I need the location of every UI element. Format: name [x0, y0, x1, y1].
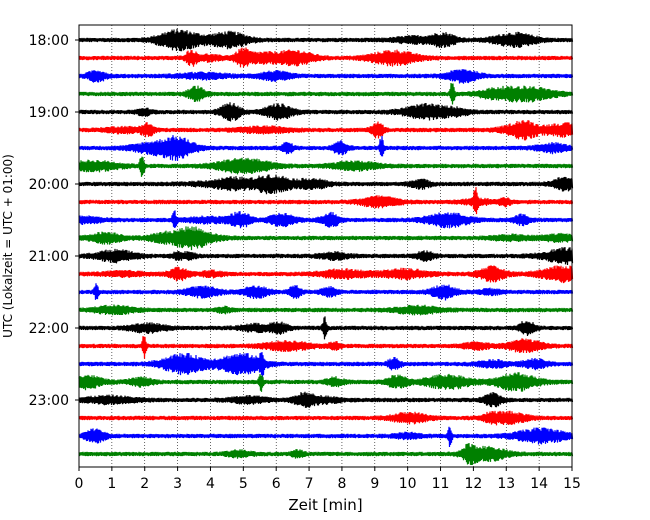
trace-2045 — [78, 226, 574, 251]
trace-2000 — [78, 174, 574, 195]
trace-2200 — [78, 316, 574, 340]
y-tick-label: 22:00 — [29, 321, 69, 337]
plot-frame — [78, 24, 573, 468]
trace-2115 — [78, 265, 574, 284]
trace-2145 — [78, 304, 574, 316]
trace-1845 — [78, 82, 574, 105]
trace-2100 — [78, 247, 574, 266]
trace-1830 — [78, 69, 574, 84]
seismogram-traces — [78, 28, 574, 466]
x-tick-label: 9 — [370, 476, 379, 492]
y-tick-label: 19:00 — [29, 105, 69, 121]
x-tick-label: 13 — [497, 476, 515, 492]
x-tick-label: 5 — [239, 476, 248, 492]
x-tick-label: 2 — [140, 476, 149, 492]
y-tick-label: 23:00 — [29, 393, 69, 409]
x-tick-label: 12 — [464, 476, 482, 492]
trace-1915 — [78, 120, 574, 141]
trace-2245 — [78, 372, 574, 392]
trace-2330 — [78, 426, 574, 448]
trace-2030 — [78, 210, 574, 229]
x-tick-label: 3 — [173, 476, 182, 492]
x-axis-label: Zeit [min] — [288, 496, 362, 514]
trace-2130 — [78, 283, 574, 301]
y-tick-label: 18:00 — [29, 33, 69, 49]
trace-2345 — [78, 442, 574, 466]
x-tick-label: 7 — [305, 476, 314, 492]
trace-2315 — [78, 410, 574, 426]
x-tick-label: 11 — [432, 476, 450, 492]
trace-1930 — [78, 135, 574, 161]
x-tick-label: 10 — [399, 476, 417, 492]
y-axis-label: UTC (Lokalzeit = UTC + 01:00) — [1, 154, 15, 338]
trace-2230 — [78, 352, 574, 378]
x-tick-label: 14 — [530, 476, 548, 492]
trace-2215 — [78, 336, 574, 359]
x-tick-label: 8 — [337, 476, 346, 492]
trace-1900 — [78, 102, 574, 122]
x-tick-label: 15 — [563, 476, 581, 492]
y-tick-label: 20:00 — [29, 177, 69, 193]
trace-2300 — [78, 391, 574, 408]
y-axis-ticks: 18:00 19:00 20:00 21:00 22:00 23:00 — [29, 33, 79, 409]
trace-1945 — [78, 156, 574, 177]
x-tick-label: 1 — [107, 476, 116, 492]
trace-1815 — [78, 47, 574, 68]
x-tick-label: 6 — [272, 476, 281, 492]
x-axis-ticks: 0 1 2 3 4 5 6 7 8 9 10 11 12 13 14 15 — [75, 467, 581, 492]
trace-1800 — [78, 28, 574, 52]
trace-2015 — [78, 187, 574, 215]
x-tick-label: 0 — [75, 476, 84, 492]
x-tick-label: 4 — [206, 476, 215, 492]
y-tick-label: 21:00 — [29, 249, 69, 265]
